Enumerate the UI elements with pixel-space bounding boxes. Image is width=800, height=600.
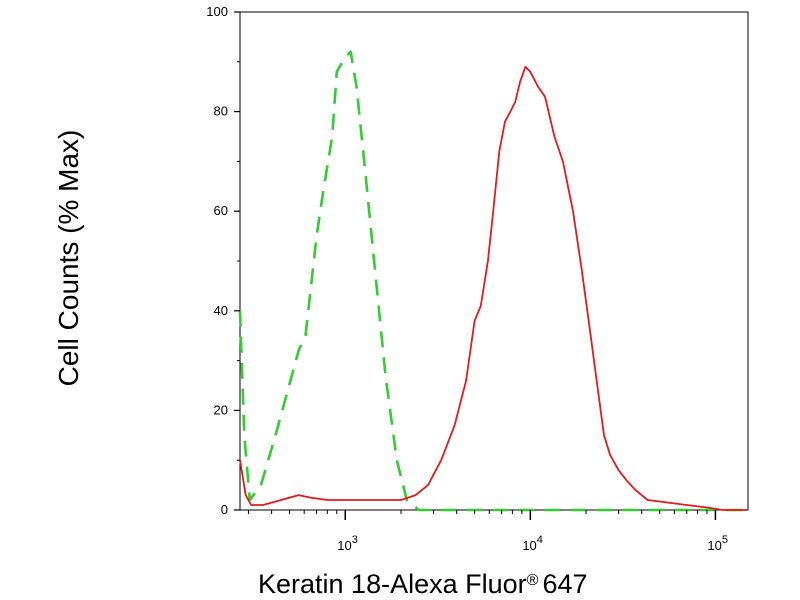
y-tick-label: 100 [206,4,228,19]
control-series-line [238,50,748,512]
x-tick-exponent: 4 [537,534,543,546]
x-tick-exponent: 3 [352,534,358,546]
y-tick-label: 60 [214,203,228,218]
x-tick-label: 103 [337,534,358,553]
x-tick-label: 105 [707,534,728,553]
y-tick-label: 20 [214,402,228,417]
sample-series-line [239,65,748,511]
x-tick-base: 10 [522,538,536,553]
x-tick-label: 104 [522,534,543,553]
x-axis-title-suffix: 647 [542,569,587,599]
axes [239,11,749,511]
series-layer [238,50,748,512]
x-axis-title-main: Keratin 18-Alexa Fluor [258,569,527,599]
y-axis-title: Cell Counts (% Max) [53,130,84,387]
x-tick-base: 10 [707,538,721,553]
y-tick-label: 80 [214,104,228,119]
y-tick-label: 40 [214,303,228,318]
x-tick-base: 10 [337,538,351,553]
registered-mark: ® [527,572,539,589]
x-axis-title: Keratin 18-Alexa Fluor® 647 [258,569,588,599]
x-tick-exponent: 5 [722,534,728,546]
plot-frame [239,11,749,511]
y-tick-label: 0 [221,502,228,517]
